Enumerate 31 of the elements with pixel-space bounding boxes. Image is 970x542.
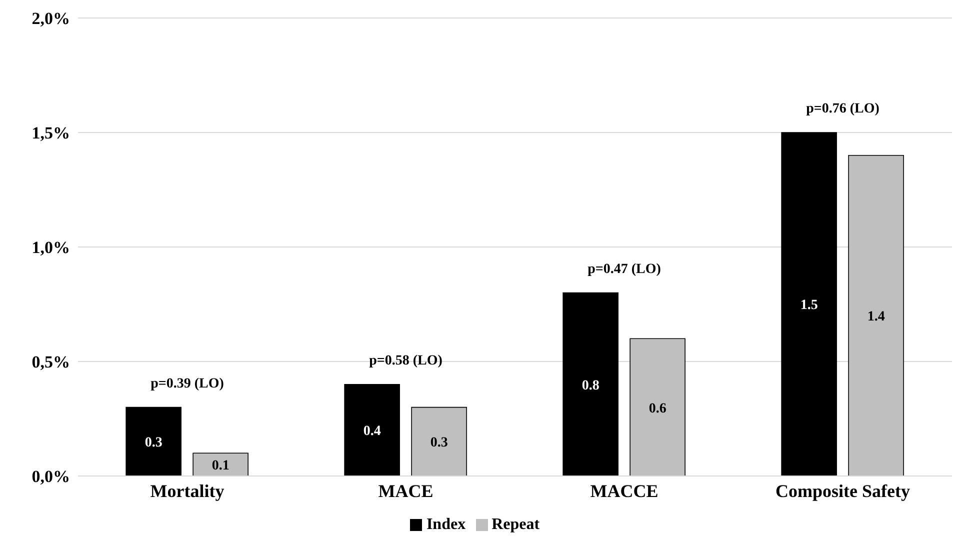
data-label: 0.1 (212, 458, 230, 474)
x-tick-label: Mortality (150, 480, 224, 501)
y-tick-label: 2,0% (32, 9, 70, 28)
annotation: p=0.76 (LO) (806, 102, 880, 116)
data-label: 0.3 (430, 436, 448, 451)
y-tick-label: 1,5% (32, 124, 70, 143)
data-label: 1.5 (800, 298, 818, 314)
annotation: p=0.47 (LO) (588, 262, 662, 277)
bar (344, 384, 400, 476)
bar (630, 338, 686, 476)
y-tick-label: 1,0% (32, 238, 70, 258)
y-tick-label: 0,5% (32, 352, 70, 372)
x-tick-label: MACE (378, 480, 434, 501)
annotation: p=0.39 (LO) (150, 376, 224, 392)
bar (192, 452, 248, 476)
y-tick-label: 0,0% (32, 467, 70, 486)
data-label: 1.4 (867, 310, 885, 325)
x-tick-label: Composite Safety (776, 480, 910, 501)
x-tick-label: MACCE (590, 480, 658, 501)
legend-label: Index (426, 516, 466, 533)
bar (411, 406, 467, 476)
data-label: 0.4 (363, 424, 381, 440)
bar (848, 155, 904, 476)
bar (781, 132, 837, 476)
legend-label: Repeat (492, 516, 540, 533)
data-label: 0.3 (144, 436, 162, 451)
bar (562, 292, 618, 476)
bar (126, 406, 182, 476)
annotation: p=0.58 (LO) (369, 353, 443, 368)
data-label: 0.8 (582, 378, 600, 394)
data-label: 0.6 (648, 401, 666, 416)
